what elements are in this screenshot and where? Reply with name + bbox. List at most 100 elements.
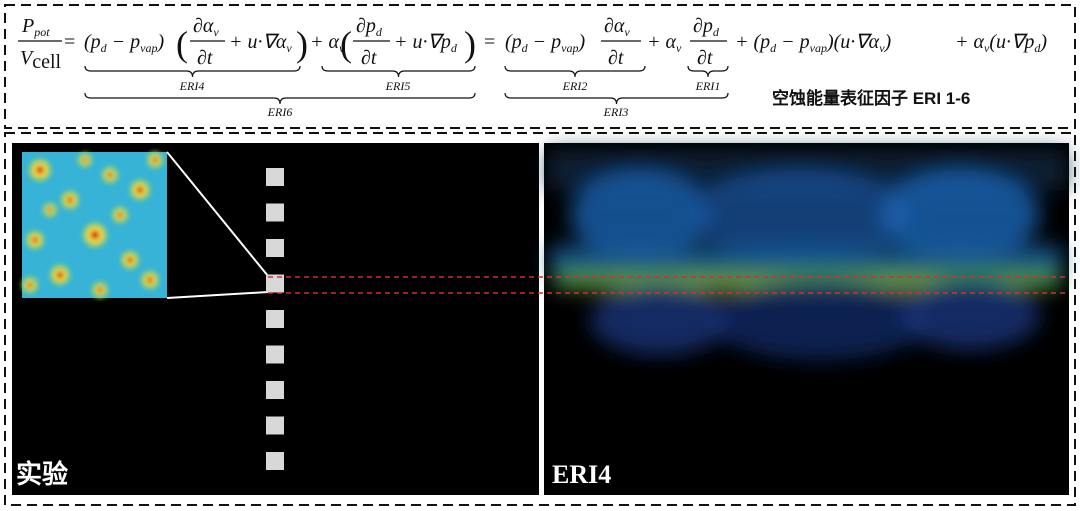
brace-label: ERI2 — [562, 79, 588, 93]
panel-label: 实验 — [16, 459, 68, 489]
math-part: + α — [647, 31, 676, 53]
math-part: v — [984, 41, 990, 55]
math-part: − p — [107, 31, 141, 53]
marker — [266, 452, 284, 470]
math: Ppot — [21, 15, 50, 39]
shape — [690, 170, 910, 260]
zoom-line — [166, 291, 269, 299]
math: + u·∇αv — [229, 31, 292, 55]
math: = — [64, 31, 75, 53]
math: + αv(u·∇pd) — [955, 31, 1047, 55]
math-part: P — [21, 15, 34, 37]
brace-label: ERI6 — [267, 105, 293, 119]
equation: Ppot Vcell = (pd − pvap) ( ∂αv ∂t + u·∇α… — [18, 15, 1047, 73]
spot — [117, 212, 123, 218]
math-part: v — [213, 25, 219, 39]
brace — [504, 65, 646, 78]
math-part: v — [624, 25, 630, 39]
math: = — [484, 31, 495, 53]
math-part: − p — [528, 31, 562, 53]
math-part: ∂p — [693, 15, 713, 37]
math: + u·∇pd — [394, 31, 458, 55]
math-part: v — [879, 41, 885, 55]
math-part: d — [713, 25, 720, 39]
math: ) — [296, 24, 308, 64]
math-part: d — [770, 41, 777, 55]
shape — [590, 285, 730, 355]
spot — [147, 277, 153, 283]
marker — [266, 345, 284, 364]
math-part: d — [451, 41, 458, 55]
math-part: vap — [810, 41, 827, 55]
equation-box — [4, 4, 1076, 129]
math-part: d — [522, 41, 529, 55]
marker — [266, 310, 284, 328]
math-part: v — [676, 41, 682, 55]
math: ∂pd — [356, 15, 383, 39]
math-part: )(u·∇α — [826, 31, 880, 53]
marker — [266, 416, 284, 435]
math-part: (p — [84, 31, 101, 53]
math-part: + α — [955, 31, 984, 53]
inset-spots — [21, 151, 164, 299]
spot — [136, 186, 144, 194]
math-part: + u·∇α — [229, 31, 287, 53]
panel-label: ERI4 — [552, 460, 611, 489]
math-part: (p — [505, 31, 522, 53]
math: + αv — [647, 31, 682, 55]
math: ∂t — [361, 47, 377, 69]
math-part: ∂p — [356, 15, 376, 37]
spot — [127, 257, 133, 263]
math-part: vap — [140, 41, 157, 55]
math: ∂αv — [193, 15, 219, 39]
math: ∂pd — [693, 15, 720, 39]
math-part: ) — [578, 31, 586, 53]
panel-box — [4, 132, 1076, 506]
spot — [152, 157, 158, 163]
spot — [27, 282, 33, 288]
marker — [266, 274, 284, 293]
math-part: d — [101, 41, 108, 55]
zoom-line — [166, 151, 269, 277]
math: ∂t — [197, 47, 213, 69]
eri4-field — [548, 150, 1066, 360]
math-part: + α — [310, 31, 339, 53]
brace-label: ERI5 — [385, 79, 411, 93]
shape — [880, 170, 1040, 260]
math-part: vap — [561, 41, 578, 55]
math-part: v — [286, 41, 292, 55]
math-part: ) — [157, 31, 165, 53]
brace — [84, 65, 301, 78]
brace — [84, 92, 476, 105]
math: ) — [464, 24, 476, 64]
brace-label: ERI4 — [179, 79, 205, 93]
spot — [36, 166, 44, 174]
spot — [56, 271, 64, 279]
spot — [90, 230, 100, 240]
math-part: + (p — [735, 31, 770, 53]
shape — [710, 280, 930, 360]
math-part: d — [376, 25, 383, 39]
math-part: v — [339, 41, 345, 55]
spot — [83, 158, 87, 162]
sample-markers — [266, 168, 284, 470]
braces — [84, 65, 729, 105]
brace — [504, 92, 729, 105]
math-part: ) — [884, 31, 892, 53]
math: (pd − pvap) — [84, 31, 165, 55]
spot — [97, 287, 103, 293]
math: + αv — [310, 31, 345, 55]
math-part: + u·∇p — [394, 31, 451, 53]
shape — [900, 280, 1040, 350]
math: ∂t — [697, 47, 713, 69]
math-part: V — [20, 47, 35, 69]
marker — [266, 168, 284, 186]
math-part: d — [1034, 41, 1041, 55]
math-part: cell — [32, 51, 61, 73]
marker — [266, 381, 284, 399]
marker — [266, 239, 284, 257]
math-part: ∂α — [604, 15, 625, 37]
math: ∂t — [608, 47, 624, 69]
brace — [321, 65, 476, 78]
